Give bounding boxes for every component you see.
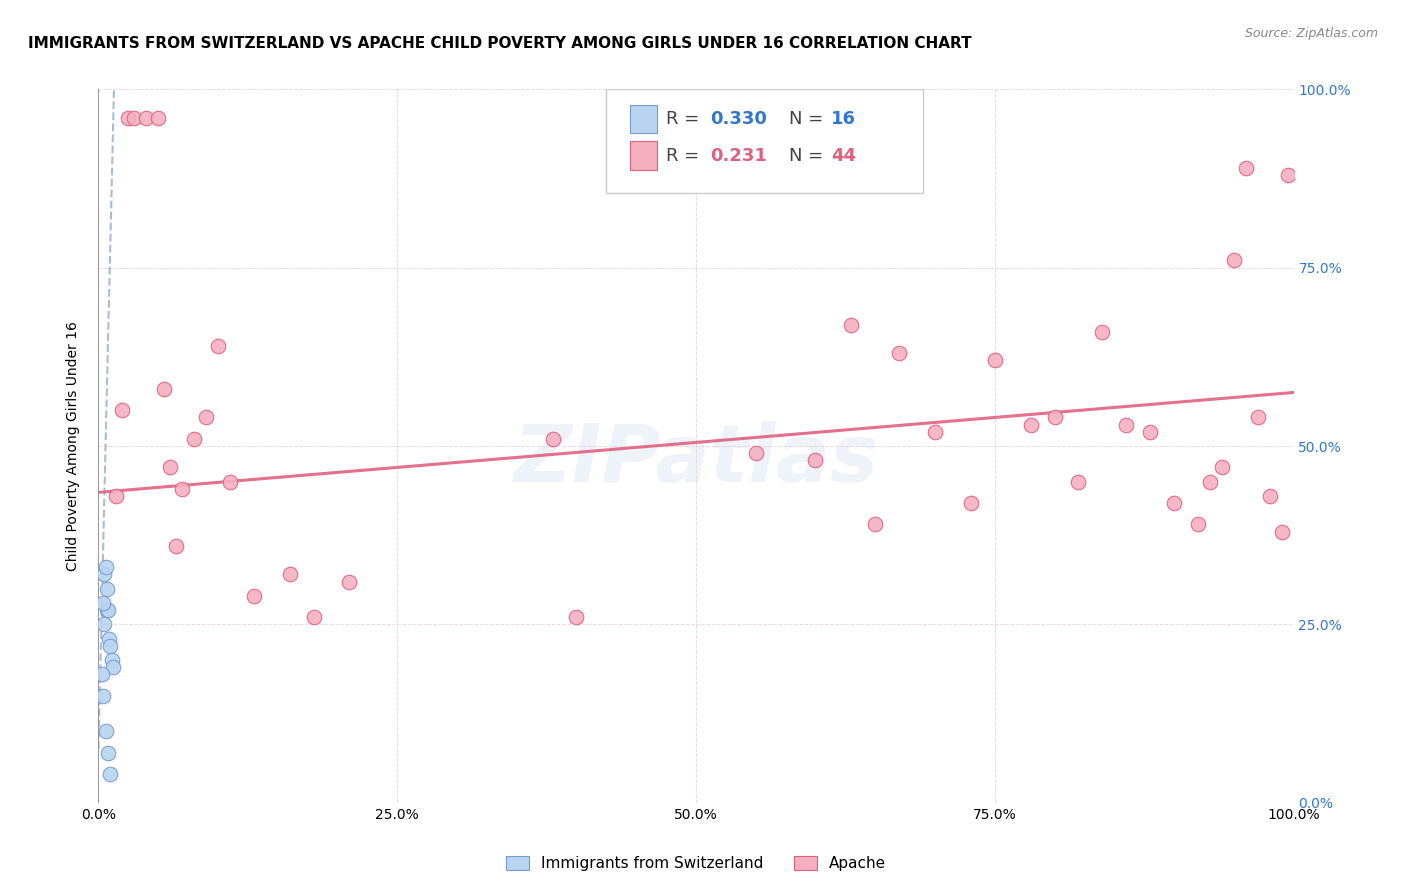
Legend: Immigrants from Switzerland, Apache: Immigrants from Switzerland, Apache [499,849,893,877]
Point [97,746,120,760]
Point [207,339,229,353]
Point [1211,460,1233,475]
Point [1198,475,1220,489]
Point [219,475,242,489]
Point [1271,524,1294,539]
Text: 44: 44 [831,146,856,164]
Point [339,574,360,589]
Point [94,560,117,574]
FancyBboxPatch shape [630,105,657,134]
Point [135,111,157,125]
Point [1222,253,1246,268]
Point [96,582,118,596]
Text: 0.330: 0.330 [710,111,768,128]
Point [984,353,1007,368]
Text: ZIPatlas: ZIPatlas [513,421,879,500]
Point [91,667,114,681]
FancyBboxPatch shape [606,89,922,193]
Point [1187,517,1209,532]
Point [1019,417,1042,432]
Point [159,460,181,475]
Point [1163,496,1185,510]
Point [1258,489,1281,503]
Point [278,567,301,582]
Point [889,346,911,360]
Point [1043,410,1066,425]
Point [183,432,205,446]
Point [745,446,768,460]
Point [94,724,117,739]
Point [243,589,266,603]
Text: 16: 16 [831,111,856,128]
Point [111,403,134,417]
Point [924,425,946,439]
Text: R =: R = [666,146,711,164]
Point [1277,168,1299,182]
Point [93,617,115,632]
Point [541,432,564,446]
Point [841,318,863,332]
Point [1091,325,1114,339]
Point [98,767,122,781]
Point [98,632,121,646]
Point [96,603,118,617]
Text: R =: R = [666,111,704,128]
Point [98,639,122,653]
Point [105,489,128,503]
Point [148,111,170,125]
Point [153,382,176,396]
Point [565,610,588,624]
Point [804,453,827,467]
Text: N =: N = [789,146,830,164]
Point [302,610,325,624]
Point [124,111,146,125]
FancyBboxPatch shape [630,141,657,169]
Text: IMMIGRANTS FROM SWITZERLAND VS APACHE CHILD POVERTY AMONG GIRLS UNDER 16 CORRELA: IMMIGRANTS FROM SWITZERLAND VS APACHE CH… [28,36,972,51]
Point [101,660,124,674]
Point [165,539,187,553]
Point [100,653,122,667]
Point [194,410,218,425]
Point [91,596,114,610]
Point [1139,425,1161,439]
Point [97,603,120,617]
Text: Source: ZipAtlas.com: Source: ZipAtlas.com [1244,27,1378,40]
Point [1246,410,1268,425]
Point [117,111,139,125]
Point [91,689,114,703]
Point [959,496,981,510]
Text: N =: N = [789,111,830,128]
Point [172,482,194,496]
Point [1234,161,1257,175]
Point [863,517,887,532]
Point [1067,475,1090,489]
Text: 0.231: 0.231 [710,146,768,164]
Point [93,567,115,582]
Y-axis label: Child Poverty Among Girls Under 16: Child Poverty Among Girls Under 16 [66,321,80,571]
Point [1115,417,1137,432]
